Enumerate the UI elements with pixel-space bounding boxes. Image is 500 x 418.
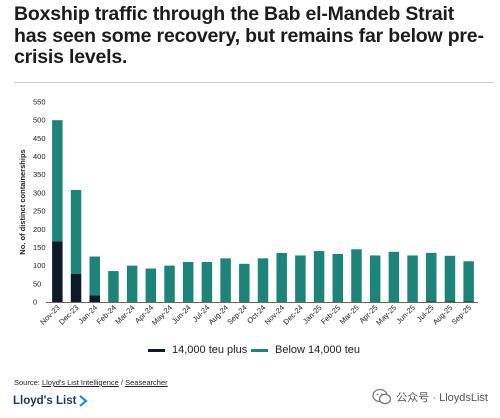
wechat-icon [372, 388, 392, 405]
bar-segment-small [351, 249, 362, 302]
y-tick-label: 300 [33, 188, 46, 197]
x-tick-label: Feb-24 [95, 303, 118, 326]
bar-segment-small [164, 265, 175, 302]
x-tick-label: May-24 [150, 303, 174, 327]
y-tick-label: 350 [33, 170, 46, 179]
y-tick-label: 400 [33, 152, 46, 161]
x-tick-label: Jun-25 [394, 303, 417, 326]
bar-segment-small [369, 255, 381, 302]
y-tick-label: 250 [33, 207, 46, 216]
bar-segment-large [426, 301, 437, 302]
y-tick-label: 150 [33, 243, 46, 252]
x-tick-label: Nov-23 [38, 303, 61, 326]
title-divider [14, 82, 494, 83]
y-tick-label: 0 [33, 298, 37, 307]
watermark-text: 公众号 · LloydsList [396, 392, 488, 404]
legend-item-large: 14,000 teu plus [148, 344, 247, 356]
bar-segment-small [444, 255, 456, 302]
x-tick-label: Nov-24 [263, 303, 286, 326]
bar-segment-large [52, 241, 63, 302]
legend-label-small: Below 14,000 teu [275, 344, 361, 356]
bar-segment-small [426, 252, 437, 302]
x-tick-label: Feb-25 [319, 303, 342, 326]
bar-segment-small [332, 254, 344, 302]
source-link-lloyds[interactable]: Lloyd's List Intelligence [41, 378, 119, 387]
legend-swatch-large [148, 348, 165, 352]
x-tick-label: Sep-25 [450, 303, 473, 326]
y-tick-label: 550 [33, 98, 46, 107]
bar-segment-small [220, 258, 231, 302]
source-note: Source: Lloyd's List Intelligence / Seas… [14, 378, 168, 387]
y-tick-label: 100 [33, 261, 46, 270]
bar-segment-small [257, 258, 269, 302]
bar-segment-small [145, 268, 157, 302]
bar-segment-large [89, 295, 100, 302]
brand-logo: Lloyd's List [13, 395, 89, 407]
bar-segment-small [201, 262, 213, 302]
y-tick-label: 450 [33, 134, 46, 143]
bar-segment-small [407, 255, 418, 302]
x-tick-label: May-25 [374, 303, 398, 327]
bar-segment-small [313, 251, 325, 302]
y-tick-label: 200 [33, 225, 46, 234]
bar-segment-small [89, 256, 100, 296]
bar-segment-small [463, 261, 474, 302]
bar-segment-small [126, 265, 138, 302]
chart-title: Boxship traffic through the Bab el-Mande… [14, 3, 484, 68]
bar-segment-small [182, 262, 194, 302]
bar-segment-small [239, 263, 250, 302]
legend-swatch-small [251, 348, 268, 352]
bar-segment-large [463, 301, 474, 302]
brand-chevron-icon [79, 395, 89, 407]
stacked-bar-chart: No. of distinct containerships 0 50 100 150 2… [18, 98, 478, 327]
bar-segment-small [276, 252, 287, 302]
legend-item-small: Below 14,000 teu [251, 344, 360, 356]
y-axis-label: No. of distinct containerships [18, 149, 27, 254]
bar-segment-small [70, 190, 82, 274]
x-tick-label: Jun-24 [170, 303, 193, 326]
bar-segment-large [70, 274, 82, 302]
bar-segment-small [108, 271, 119, 302]
bar-segment-small [295, 255, 306, 302]
source-separator: / [118, 378, 126, 387]
legend-label-large: 14,000 teu plus [172, 344, 248, 356]
chart-legend: 14,000 teu plus Below 14,000 teu [0, 344, 500, 362]
x-tick-label: Dec-24 [281, 303, 304, 326]
x-tick-label: Sep-24 [225, 303, 248, 326]
x-tick-label: Mar-24 [113, 303, 136, 326]
bar-segment-small [52, 120, 63, 242]
x-tick-label: Mar-25 [338, 303, 361, 326]
wechat-watermark: 公众号 · LloydsList [372, 388, 488, 406]
bar-segment-small [388, 251, 400, 302]
x-tick-label: Aug-25 [431, 303, 454, 326]
brand-name: Lloyd's List [13, 395, 77, 407]
source-prefix: Source: [14, 378, 42, 387]
y-tick-label: 50 [33, 279, 41, 288]
source-link-seasearcher[interactable]: Seasearcher [125, 378, 168, 387]
x-tick-label: Dec-23 [57, 303, 80, 326]
x-tick-label: Aug-24 [207, 303, 230, 326]
y-tick-label: 500 [33, 116, 46, 125]
bar-segment-large [444, 301, 456, 302]
